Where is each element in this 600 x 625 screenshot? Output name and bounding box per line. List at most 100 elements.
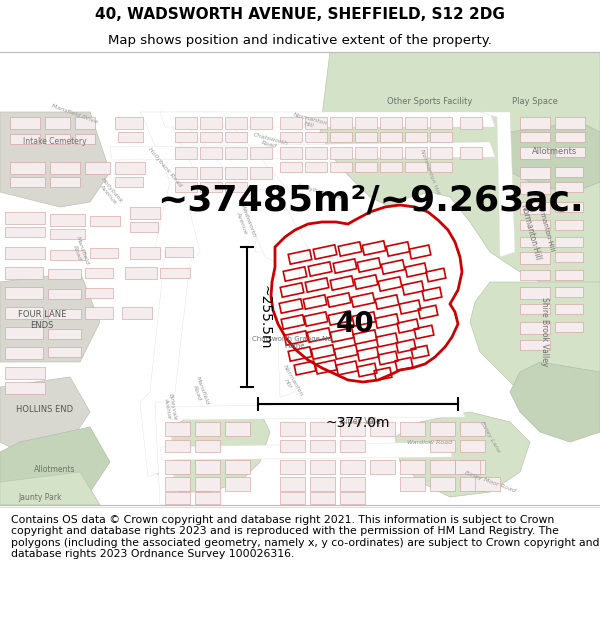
Text: Normanton·Hill: Normanton·Hill <box>518 203 542 261</box>
Bar <box>118 132 143 142</box>
Bar <box>310 440 335 452</box>
Bar <box>340 440 365 452</box>
Polygon shape <box>155 402 175 505</box>
Bar <box>50 229 85 239</box>
Bar <box>555 220 583 230</box>
Bar <box>520 287 550 299</box>
Text: Hollybank Way: Hollybank Way <box>297 184 343 201</box>
Bar <box>280 477 305 491</box>
Bar <box>280 440 305 452</box>
Text: Wardlow Road: Wardlow Road <box>407 439 452 444</box>
Bar <box>340 460 365 474</box>
Bar <box>455 460 480 474</box>
Bar <box>305 162 327 172</box>
Bar <box>555 167 583 177</box>
Polygon shape <box>155 402 465 420</box>
Bar <box>122 307 152 319</box>
Text: Birleyvale
Avenue: Birleyvale Avenue <box>163 392 178 421</box>
Text: Play Space: Play Space <box>512 98 558 106</box>
Bar <box>200 167 222 179</box>
Bar <box>280 147 302 159</box>
Bar <box>225 460 250 474</box>
Bar <box>225 182 247 192</box>
Text: Jaunty Park: Jaunty Park <box>18 492 62 501</box>
Text: Normanton·Hill: Normanton·Hill <box>535 201 555 253</box>
Text: Chatsworth
Road: Chatsworth Road <box>251 132 289 152</box>
Text: 40: 40 <box>335 310 374 338</box>
Bar <box>330 162 352 172</box>
Bar <box>85 268 113 278</box>
Bar <box>50 214 85 226</box>
Bar <box>125 267 157 279</box>
Bar <box>200 117 222 129</box>
Text: ~255.5m: ~255.5m <box>257 285 271 349</box>
Bar <box>200 147 222 159</box>
Bar <box>460 147 482 159</box>
Polygon shape <box>0 472 100 505</box>
Polygon shape <box>395 412 530 497</box>
Bar <box>195 460 220 474</box>
Bar <box>5 227 45 237</box>
Bar <box>400 460 425 474</box>
Bar <box>555 237 583 247</box>
Bar <box>280 460 305 474</box>
Bar <box>50 177 80 187</box>
Bar <box>280 492 305 504</box>
Polygon shape <box>470 282 600 402</box>
Bar <box>430 422 455 436</box>
Bar <box>555 182 583 192</box>
Text: Normanton
Hill: Normanton Hill <box>292 112 329 132</box>
Bar <box>520 202 550 214</box>
Bar <box>310 477 335 491</box>
Polygon shape <box>0 112 110 207</box>
Bar <box>225 167 247 179</box>
Bar <box>400 477 425 491</box>
Bar <box>520 270 550 280</box>
Text: Mansfield
Road: Mansfield Road <box>70 236 90 268</box>
Bar <box>555 202 583 212</box>
Bar <box>280 117 302 129</box>
Bar <box>460 422 485 436</box>
Bar <box>250 147 272 159</box>
Bar <box>460 440 485 452</box>
Text: Birley Lane: Birley Lane <box>479 421 501 454</box>
Polygon shape <box>480 112 515 257</box>
Bar <box>520 117 550 129</box>
Bar <box>225 132 247 142</box>
Text: Mansfield Drive: Mansfield Drive <box>51 103 99 125</box>
Bar <box>5 347 43 359</box>
Bar <box>280 132 302 142</box>
Bar <box>165 247 193 257</box>
Text: ~37485m²/~9.263ac.: ~37485m²/~9.263ac. <box>157 183 583 217</box>
Bar <box>5 367 45 379</box>
Bar <box>430 440 455 452</box>
Bar <box>355 147 377 159</box>
Bar <box>85 307 113 319</box>
Polygon shape <box>160 442 452 460</box>
Bar <box>310 422 335 436</box>
Bar <box>370 460 395 474</box>
Bar <box>310 460 335 474</box>
Bar <box>520 220 550 230</box>
Bar <box>115 177 143 187</box>
Bar <box>430 477 455 491</box>
Bar <box>355 132 377 142</box>
Polygon shape <box>240 187 310 397</box>
Bar <box>50 250 85 260</box>
Bar <box>330 147 352 159</box>
Bar <box>520 252 550 264</box>
Bar <box>310 492 335 504</box>
Bar <box>225 477 250 491</box>
Bar <box>85 162 110 174</box>
Bar <box>85 288 113 298</box>
Text: HOLLINS END: HOLLINS END <box>16 406 74 414</box>
Bar <box>555 132 585 142</box>
Bar <box>555 287 583 297</box>
Bar <box>175 147 197 159</box>
Bar <box>520 322 550 334</box>
Text: Allotments: Allotments <box>532 148 578 156</box>
Bar <box>115 162 145 174</box>
Bar <box>130 222 158 232</box>
Bar <box>430 460 455 474</box>
Bar <box>165 477 190 491</box>
